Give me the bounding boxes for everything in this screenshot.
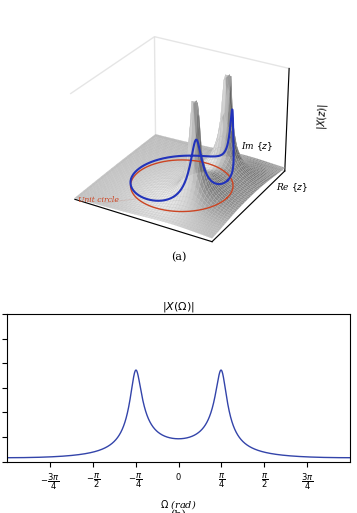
Title: (a): (a): [171, 251, 186, 262]
Title: $|X(\Omega)|$: $|X(\Omega)|$: [162, 300, 195, 314]
Text: (b): (b): [171, 509, 186, 513]
X-axis label: $\Omega$ (rad): $\Omega$ (rad): [160, 498, 197, 510]
